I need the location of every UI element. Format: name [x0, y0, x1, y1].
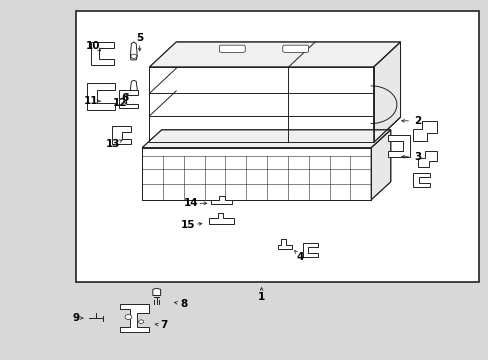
Text: 3: 3 [413, 152, 420, 162]
Circle shape [131, 54, 137, 58]
Text: 6: 6 [121, 93, 128, 103]
Text: 1: 1 [257, 292, 264, 302]
Polygon shape [120, 304, 149, 332]
Polygon shape [211, 196, 232, 204]
Text: 8: 8 [180, 299, 187, 309]
Text: 13: 13 [105, 139, 120, 149]
Text: 10: 10 [86, 41, 101, 50]
Polygon shape [209, 213, 233, 224]
Circle shape [139, 320, 143, 323]
FancyBboxPatch shape [219, 45, 244, 52]
Polygon shape [412, 121, 436, 140]
Text: 12: 12 [113, 98, 127, 108]
Text: 4: 4 [296, 252, 304, 262]
Polygon shape [412, 173, 429, 187]
Polygon shape [119, 90, 138, 108]
Bar [76, 12, 478, 282]
Text: 5: 5 [136, 33, 143, 43]
Polygon shape [373, 42, 400, 142]
Polygon shape [277, 239, 292, 249]
FancyBboxPatch shape [282, 45, 308, 52]
Polygon shape [303, 243, 317, 257]
Polygon shape [91, 42, 114, 65]
Circle shape [125, 315, 132, 319]
Polygon shape [130, 80, 137, 92]
Text: 2: 2 [413, 116, 420, 126]
Polygon shape [142, 148, 370, 200]
Polygon shape [87, 83, 115, 110]
Text: 11: 11 [83, 96, 98, 106]
Text: 15: 15 [181, 220, 195, 230]
Polygon shape [153, 288, 160, 296]
Polygon shape [112, 126, 131, 144]
Text: 14: 14 [183, 198, 198, 208]
Polygon shape [370, 130, 390, 200]
Polygon shape [149, 67, 373, 142]
Polygon shape [130, 42, 137, 60]
Polygon shape [417, 151, 436, 167]
Text: 7: 7 [160, 320, 167, 330]
Text: 9: 9 [73, 313, 80, 323]
Polygon shape [387, 135, 409, 157]
Polygon shape [142, 130, 390, 148]
Polygon shape [149, 42, 400, 67]
